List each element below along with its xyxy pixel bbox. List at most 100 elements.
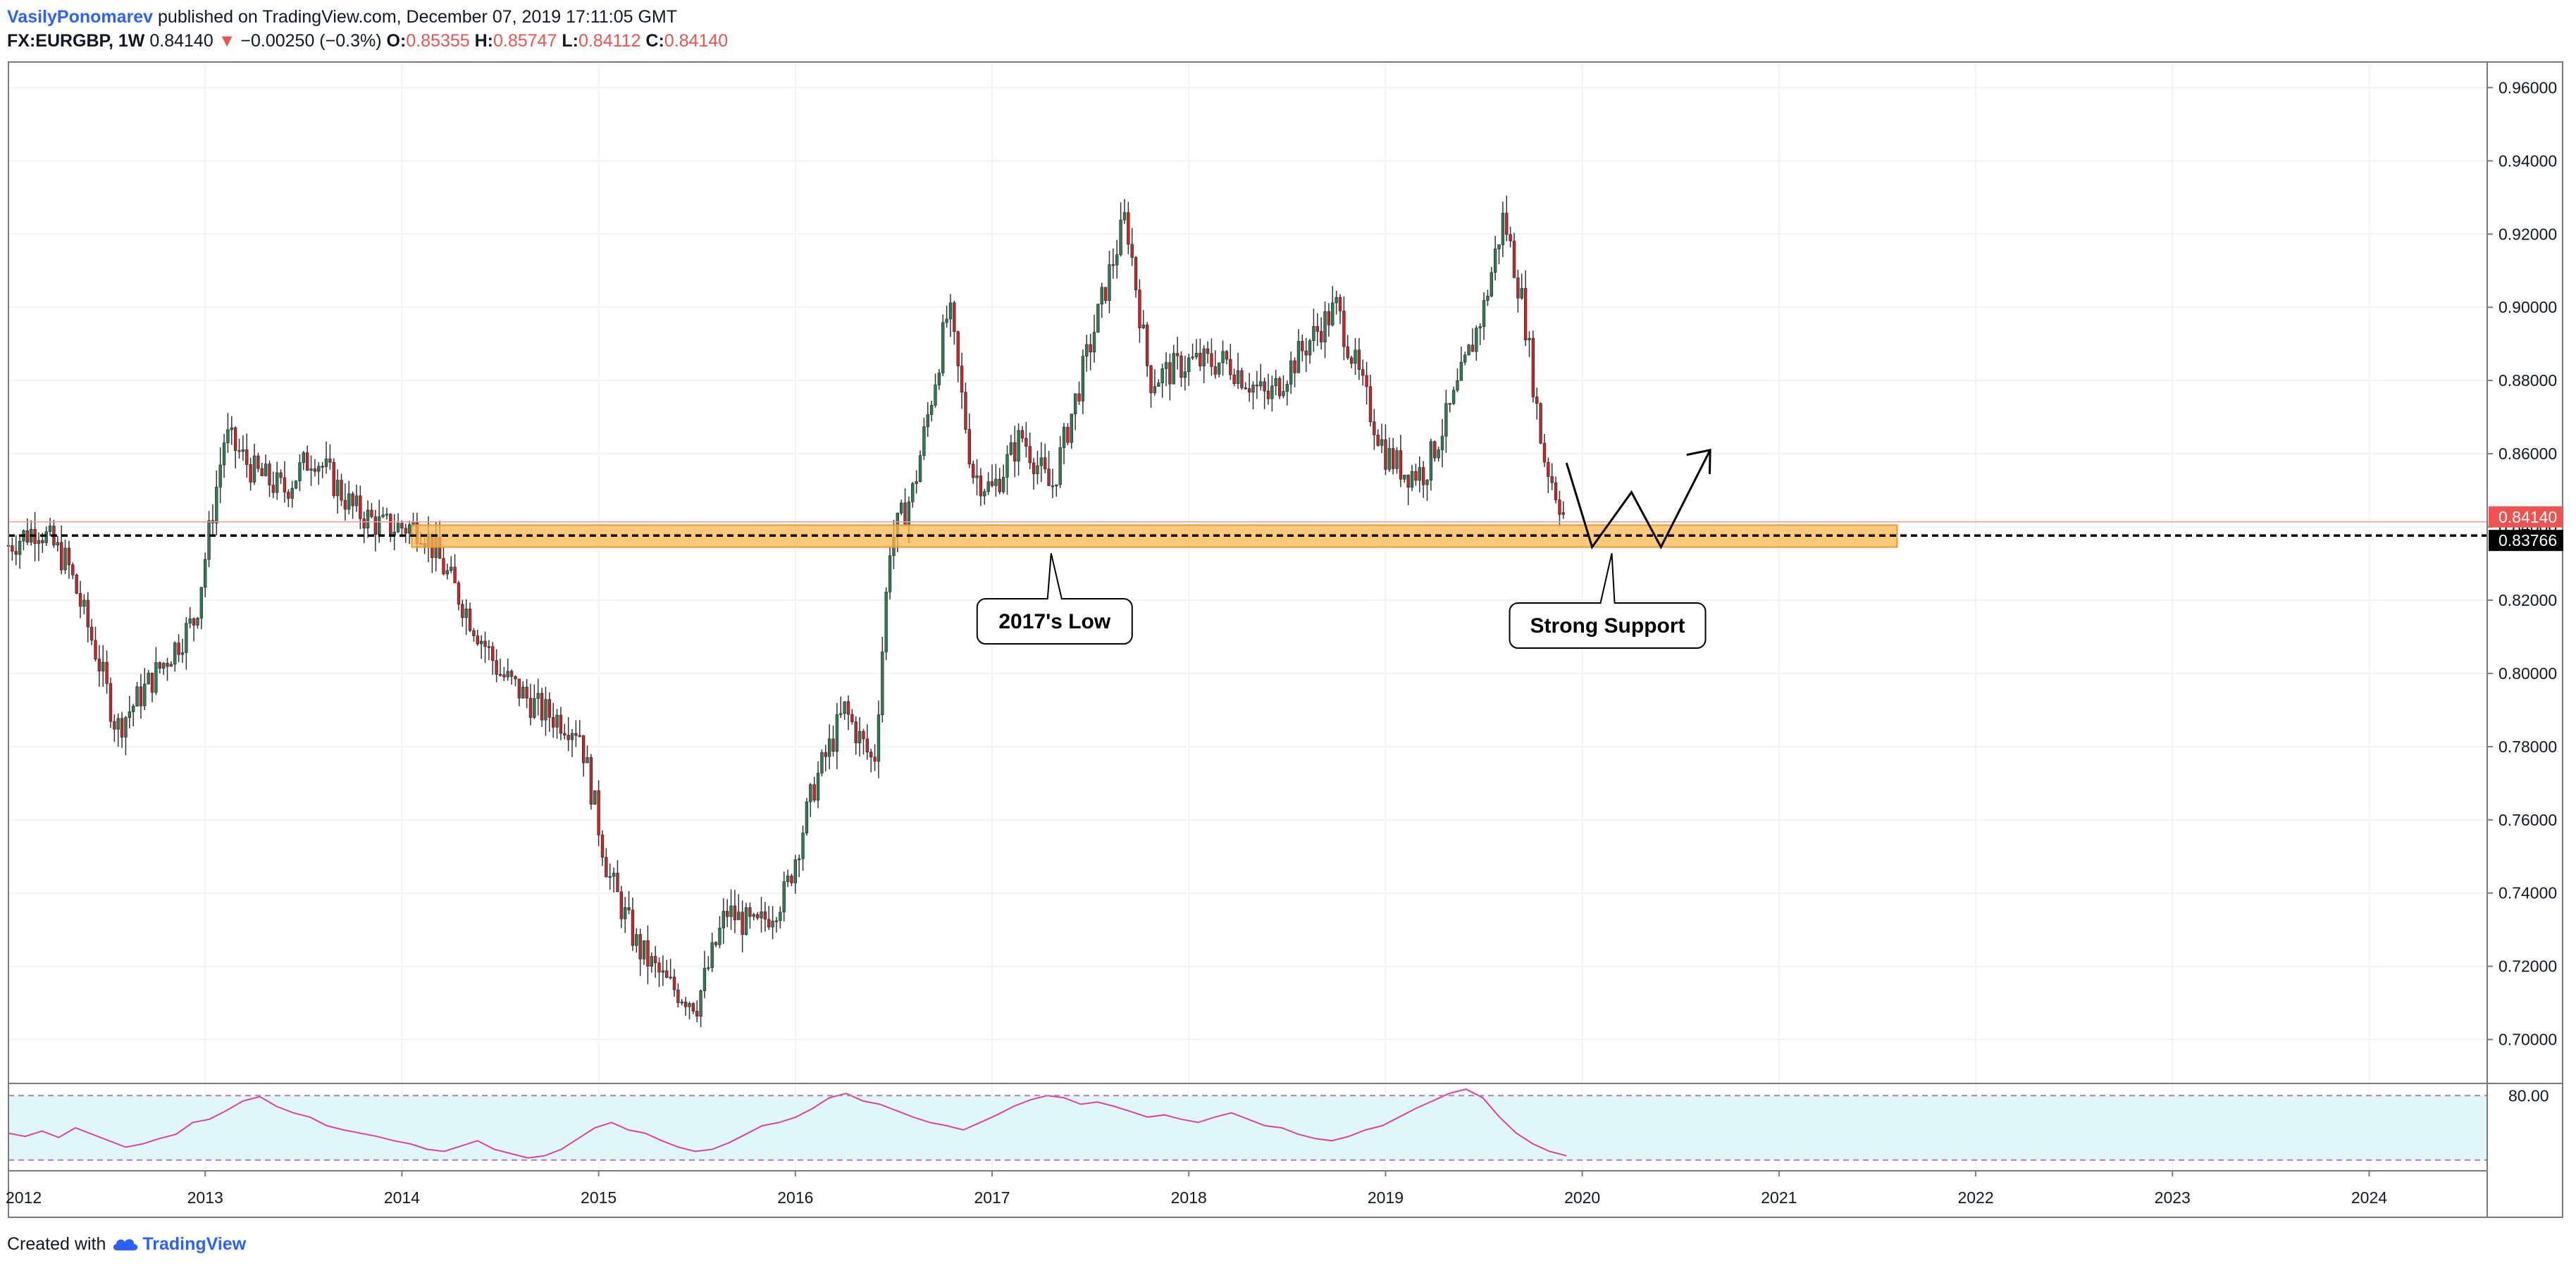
candle	[835, 702, 839, 769]
projection-path[interactable]	[1565, 449, 1711, 549]
candle	[1331, 286, 1335, 327]
candle	[1463, 352, 1467, 366]
candle-body	[1451, 390, 1456, 404]
candle-body	[1497, 244, 1501, 249]
candle	[502, 666, 506, 681]
candle-body	[67, 547, 71, 566]
candle	[1221, 340, 1225, 376]
candle-body	[75, 574, 78, 594]
candle	[1399, 435, 1403, 487]
candle	[1509, 226, 1512, 248]
candle	[972, 460, 975, 484]
candle-body	[1448, 403, 1451, 405]
candle	[1157, 379, 1160, 387]
candle	[680, 999, 683, 1006]
candle	[392, 514, 396, 551]
candle	[324, 441, 328, 474]
candle-body	[929, 404, 934, 415]
candle	[196, 616, 199, 629]
candle	[881, 637, 884, 723]
candle-body	[271, 485, 275, 493]
candle	[218, 447, 222, 504]
candle-body	[309, 468, 313, 471]
candle	[109, 677, 113, 728]
candle-body	[233, 427, 237, 451]
candle-body	[733, 905, 737, 921]
candle-body	[279, 472, 283, 478]
candle-body	[809, 784, 812, 802]
candle-body	[1399, 450, 1403, 480]
candle	[1251, 381, 1255, 410]
candle-body	[899, 502, 903, 514]
candle	[1199, 338, 1202, 371]
candle-body	[1020, 430, 1024, 439]
candle	[1218, 362, 1221, 378]
candle-body	[680, 1002, 683, 1004]
candle	[676, 983, 680, 1007]
candle-body	[1157, 383, 1160, 387]
callouts[interactable]: 2017's Low Strong Support	[976, 553, 1707, 649]
candle	[321, 461, 324, 478]
candle-body	[1191, 356, 1194, 359]
tradingview-logo[interactable]: TradingView	[111, 1229, 246, 1260]
candle-body	[196, 618, 199, 626]
candle-body	[1194, 353, 1199, 357]
candle-body	[506, 671, 509, 678]
candle	[790, 874, 793, 887]
candle-body	[1266, 390, 1270, 399]
candle	[260, 462, 264, 477]
candle-body	[816, 773, 820, 801]
candle	[1338, 294, 1342, 325]
candle-body	[857, 731, 862, 744]
candle	[691, 1002, 695, 1014]
candle	[1459, 346, 1463, 381]
candle-body	[1338, 297, 1342, 311]
candle	[445, 564, 450, 580]
candle	[468, 602, 472, 633]
candle-body	[850, 714, 854, 722]
candle-body	[1153, 386, 1157, 393]
candle-body	[884, 591, 888, 652]
candle-body	[1145, 324, 1149, 366]
candle-body	[774, 920, 779, 922]
candle-body	[59, 542, 63, 571]
candle	[89, 619, 94, 645]
candle-body	[552, 717, 555, 728]
candle-body	[1296, 341, 1301, 373]
last-price-tag	[2489, 506, 2563, 528]
candle-body	[18, 540, 22, 555]
callout-2017-low[interactable]: 2017's Low	[976, 553, 1133, 645]
callout-strong-support[interactable]: Strong Support	[1509, 553, 1707, 649]
candle-body	[1244, 387, 1247, 390]
candle	[290, 480, 294, 508]
candle	[718, 916, 722, 949]
candle	[994, 464, 998, 497]
candle	[831, 725, 835, 757]
candle-body	[1274, 378, 1277, 387]
candle-body	[805, 802, 809, 833]
candle	[1229, 344, 1232, 380]
candle	[1044, 443, 1047, 473]
candle-body	[653, 956, 657, 964]
candle	[1134, 256, 1138, 298]
last-price-tag-label: 0.84140	[2498, 508, 2557, 526]
candle-body	[1558, 499, 1561, 515]
candle-body	[453, 566, 457, 583]
candle	[559, 707, 563, 740]
candle	[1277, 376, 1282, 399]
candle-body	[688, 1003, 691, 1007]
candle	[1414, 464, 1418, 486]
candle	[552, 702, 555, 738]
candle-body	[1077, 393, 1081, 402]
candle-body	[710, 942, 714, 968]
candle-body	[948, 302, 953, 320]
candle	[82, 594, 86, 615]
candle-body	[1482, 300, 1486, 327]
author-name[interactable]: VasilyPonomarev	[7, 7, 154, 27]
candle-body	[442, 558, 445, 575]
candle-body	[328, 459, 332, 463]
candle	[25, 518, 30, 545]
candle-body	[559, 714, 563, 734]
candle-body	[1225, 351, 1229, 360]
